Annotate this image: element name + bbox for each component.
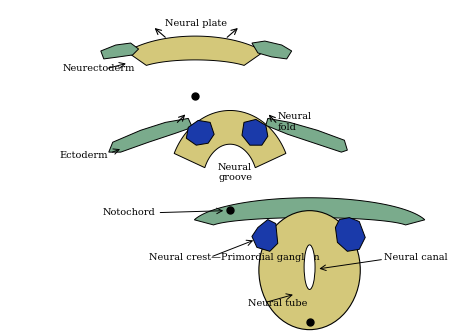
Text: Neural
fold: Neural fold — [278, 113, 312, 132]
Text: Neurectoderm: Neurectoderm — [63, 64, 136, 73]
Polygon shape — [101, 43, 138, 59]
Text: Neural
groove: Neural groove — [218, 163, 252, 182]
Polygon shape — [186, 120, 214, 145]
Polygon shape — [174, 111, 286, 168]
Polygon shape — [336, 218, 365, 251]
Text: Neural canal: Neural canal — [384, 253, 448, 262]
Text: Notochord: Notochord — [103, 208, 155, 217]
Text: Neural plate: Neural plate — [165, 19, 227, 28]
Polygon shape — [109, 118, 192, 152]
Ellipse shape — [259, 211, 360, 330]
Ellipse shape — [304, 245, 315, 290]
Text: Ectoderm: Ectoderm — [59, 151, 108, 160]
Polygon shape — [127, 36, 264, 66]
Text: Neural crest—Primordial ganglion: Neural crest—Primordial ganglion — [148, 253, 319, 262]
Polygon shape — [266, 118, 347, 152]
Polygon shape — [194, 198, 425, 225]
Polygon shape — [252, 41, 292, 59]
Polygon shape — [242, 119, 268, 145]
Polygon shape — [252, 219, 278, 251]
Text: Neural tube: Neural tube — [248, 299, 307, 308]
